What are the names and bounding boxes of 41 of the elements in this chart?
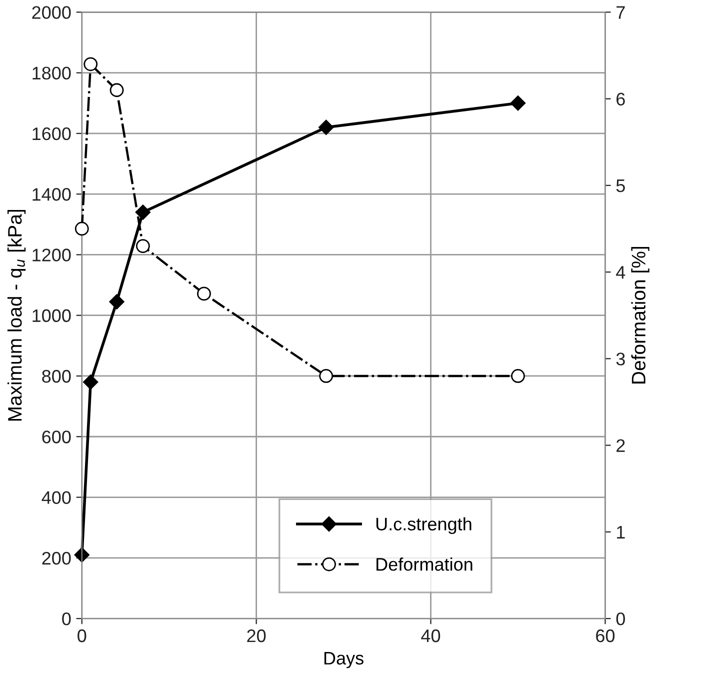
- y-tick-label: 1000: [32, 309, 71, 322]
- point: [74, 547, 90, 562]
- point: [319, 369, 334, 383]
- y-tick-label: 2000: [32, 6, 71, 19]
- y2-tick-label: 0: [616, 612, 625, 626]
- point: [84, 57, 98, 72]
- point: [197, 286, 211, 301]
- y-axis-title: Maximum load - q$_{u}$ [kPa]: [7, 210, 26, 421]
- point: [83, 374, 98, 390]
- legend-label: Deformation: [376, 558, 472, 571]
- point: [109, 294, 124, 310]
- x-axis-title: Days: [324, 652, 364, 668]
- y-tick-label: 1200: [32, 248, 71, 262]
- y-tick-label: 400: [42, 491, 71, 504]
- y2-tick-label: 4: [616, 266, 626, 279]
- y-tick-label: 1400: [32, 188, 71, 201]
- point: [135, 204, 151, 220]
- y-tick-label: 600: [42, 430, 71, 444]
- x-tick-label: 60: [596, 629, 615, 642]
- y-tick-label: 800: [42, 370, 71, 383]
- y-tick-label: 1800: [32, 66, 71, 80]
- y2-tick-label: 5: [616, 180, 625, 192]
- x-tick-label: 0: [78, 629, 86, 642]
- point: [74, 222, 89, 236]
- point: [511, 369, 525, 383]
- y2-tick-label: 2: [616, 439, 625, 452]
- x-tick-label: 40: [421, 629, 440, 642]
- point: [110, 83, 124, 98]
- y2-tick-label: 7: [616, 6, 625, 19]
- y-tick-label: 1600: [32, 127, 71, 140]
- y2-tick-label: 1: [616, 526, 625, 538]
- y2-axis-title: Deformation [%]: [631, 247, 650, 384]
- x-tick-label: 20: [247, 629, 266, 642]
- y-tick-label: 200: [42, 552, 71, 565]
- legend-label: U.c.strength: [376, 517, 472, 534]
- point: [510, 96, 526, 111]
- y-tick-label: 0: [62, 612, 71, 626]
- y2-tick-label: 3: [616, 352, 625, 366]
- y2-tick-label: 6: [616, 92, 625, 106]
- point: [136, 239, 150, 253]
- point: [318, 120, 334, 135]
